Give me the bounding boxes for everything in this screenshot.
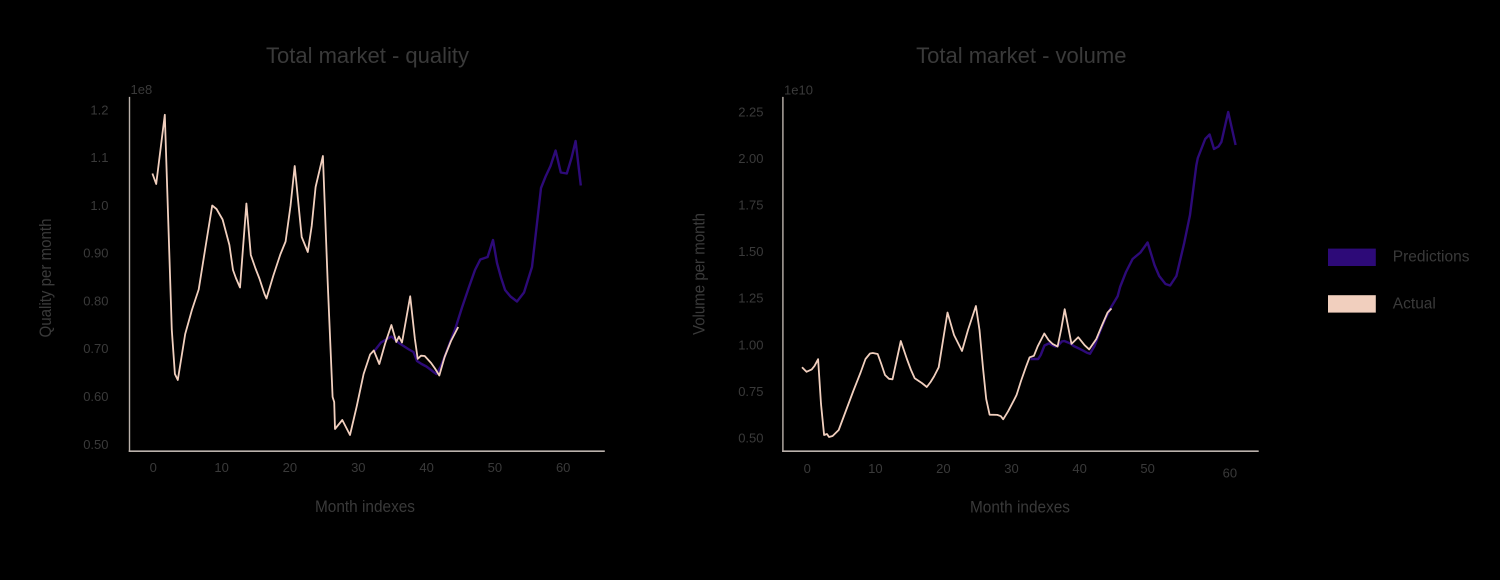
- svg-text:20: 20: [283, 460, 297, 475]
- svg-text:Volume per month: Volume per month: [690, 213, 709, 335]
- svg-text:Total market - quality: Total market - quality: [266, 43, 469, 68]
- svg-text:1e8: 1e8: [131, 82, 153, 97]
- svg-text:60: 60: [1223, 466, 1237, 481]
- svg-text:Month indexes: Month indexes: [970, 498, 1070, 517]
- svg-text:60: 60: [556, 460, 570, 475]
- svg-text:Total market - volume: Total market - volume: [916, 43, 1126, 68]
- svg-text:2.00: 2.00: [738, 151, 763, 166]
- svg-text:30: 30: [1004, 461, 1018, 476]
- svg-text:1.1: 1.1: [90, 150, 108, 165]
- svg-text:20: 20: [936, 461, 950, 476]
- svg-text:0: 0: [804, 461, 811, 476]
- svg-text:Predictions: Predictions: [1393, 249, 1470, 266]
- svg-text:10: 10: [214, 460, 228, 475]
- svg-text:Month indexes: Month indexes: [315, 497, 415, 516]
- svg-text:1.50: 1.50: [738, 244, 763, 259]
- svg-text:1.00: 1.00: [738, 337, 763, 352]
- svg-text:30: 30: [351, 460, 365, 475]
- svg-text:0.50: 0.50: [738, 430, 763, 445]
- svg-text:0.50: 0.50: [83, 437, 108, 452]
- svg-text:1.2: 1.2: [90, 102, 108, 117]
- svg-text:0.80: 0.80: [83, 294, 108, 309]
- svg-text:1.75: 1.75: [738, 198, 763, 213]
- svg-text:Actual: Actual: [1393, 296, 1436, 313]
- svg-text:40: 40: [1072, 461, 1086, 476]
- svg-text:0.60: 0.60: [83, 389, 108, 404]
- svg-text:0.70: 0.70: [83, 341, 108, 356]
- svg-text:1.0: 1.0: [90, 198, 108, 213]
- svg-text:50: 50: [1140, 461, 1154, 476]
- svg-text:0.75: 0.75: [738, 384, 763, 399]
- svg-text:0: 0: [150, 460, 157, 475]
- svg-text:2.25: 2.25: [738, 104, 763, 119]
- svg-text:50: 50: [488, 460, 502, 475]
- svg-text:40: 40: [419, 460, 433, 475]
- svg-text:1e10: 1e10: [784, 83, 813, 98]
- svg-text:Quality per month: Quality per month: [36, 219, 55, 338]
- svg-text:0.90: 0.90: [83, 246, 108, 261]
- svg-text:10: 10: [868, 461, 882, 476]
- svg-text:1.25: 1.25: [738, 291, 763, 306]
